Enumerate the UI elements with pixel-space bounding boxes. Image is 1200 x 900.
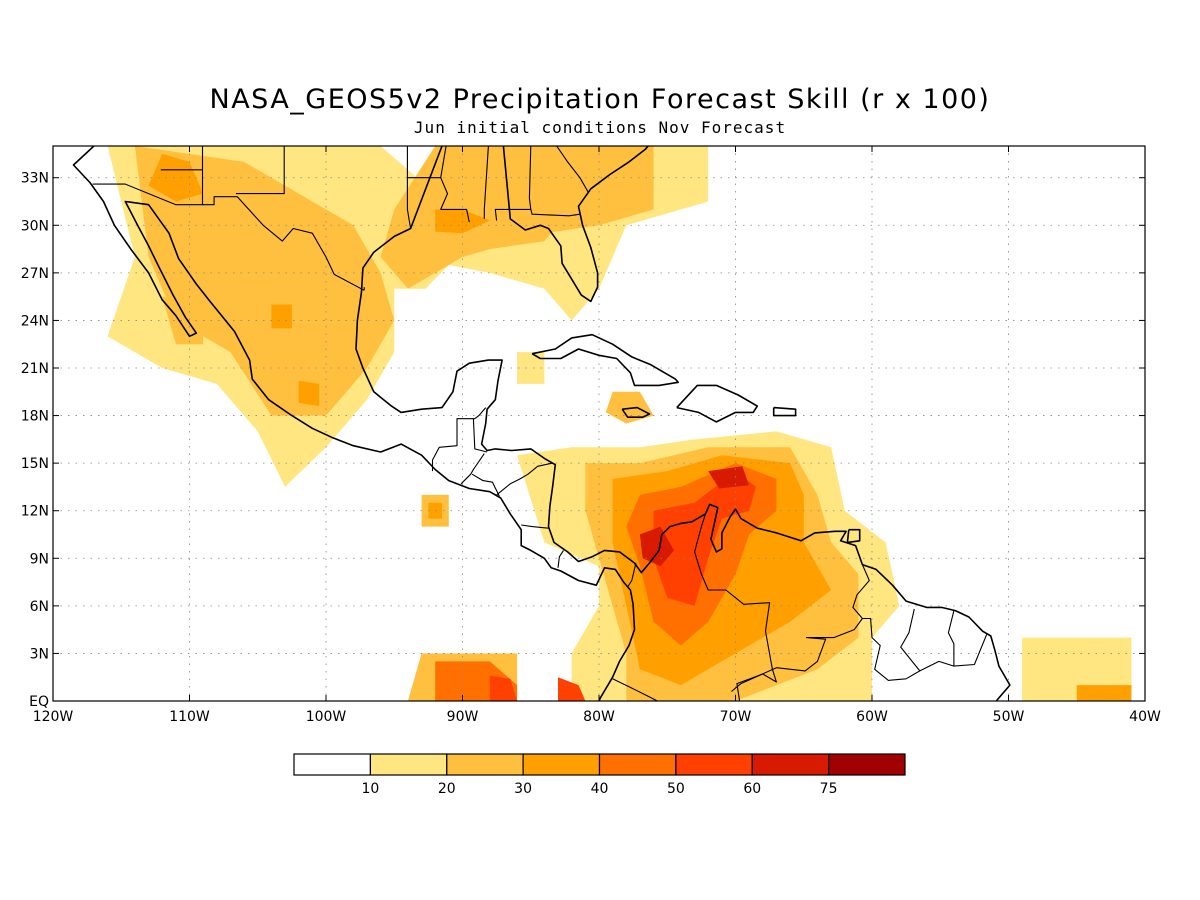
lat-label: 15N — [21, 456, 49, 472]
lat-label: EQ — [29, 694, 49, 710]
colorbar: 10 20 30 40 50 60 75 — [293, 753, 906, 797]
border-line — [947, 610, 988, 667]
colorbar-swatch — [751, 753, 830, 776]
lon-label: 120W — [33, 709, 74, 725]
lon-label: 50W — [993, 709, 1025, 725]
lon-label: 90W — [447, 709, 479, 725]
lon-label: 80W — [583, 709, 615, 725]
grid-lines — [53, 146, 1145, 701]
border-line — [556, 146, 589, 193]
chart-title: NASA_GEOS5v2 Precipitation Forecast Skil… — [209, 84, 991, 115]
lat-label: 3N — [30, 646, 49, 662]
coastlines-layer — [72, 146, 1011, 701]
skill-region — [1076, 685, 1132, 701]
colorbar-swatch — [369, 753, 448, 776]
coastline — [355, 146, 1011, 701]
border-line — [406, 146, 412, 229]
lat-label: 33N — [21, 171, 49, 187]
coastline — [72, 146, 636, 701]
colorbar-swatch — [827, 753, 906, 776]
coastline — [772, 406, 797, 417]
skill-region — [558, 677, 586, 701]
border-line — [460, 453, 485, 485]
colorbar-label: 40 — [591, 781, 609, 797]
colorbar-swatch — [598, 753, 677, 776]
coastline — [502, 146, 649, 303]
coastline — [531, 333, 680, 387]
border-line — [496, 462, 553, 496]
colorbar-label: 75 — [820, 781, 838, 797]
skill-region — [134, 146, 395, 416]
lon-label: 100W — [306, 709, 347, 725]
border-line — [440, 146, 470, 223]
chart-subtitle: Jun initial conditions Nov Forecast — [413, 118, 787, 137]
border-line — [235, 146, 285, 195]
coastline — [676, 384, 759, 423]
lat-label: 24N — [21, 313, 49, 329]
lon-label: 70W — [720, 709, 752, 725]
skill-region — [639, 526, 675, 567]
border-line — [483, 146, 489, 219]
colorbar-label: 10 — [361, 781, 379, 797]
colorbar-swatch — [446, 753, 524, 776]
lon-label: 110W — [169, 709, 210, 725]
border-line — [92, 183, 365, 291]
skill-region — [517, 352, 545, 384]
coastline — [621, 406, 651, 419]
colorbar-swatch — [293, 753, 372, 776]
lat-label: 12N — [21, 504, 49, 520]
skill-region — [148, 153, 204, 202]
colorbar-swatch — [522, 753, 601, 776]
border-line — [472, 418, 488, 453]
borders-layer — [92, 146, 988, 701]
skill-region — [708, 466, 750, 489]
skill-region — [162, 296, 204, 345]
border-line — [471, 473, 500, 497]
border-line — [731, 618, 863, 692]
border-line — [900, 608, 955, 672]
border-line — [694, 513, 777, 701]
skill-region — [653, 471, 756, 606]
lat-label: 18N — [21, 409, 49, 425]
lat-label: 30N — [21, 218, 49, 234]
colorbar-label: 20 — [438, 781, 456, 797]
missing-data-patch — [517, 645, 545, 701]
colorbar-label: 50 — [667, 781, 685, 797]
border-line — [431, 407, 487, 472]
border-line — [612, 678, 659, 701]
colorbar-swatch — [675, 753, 753, 776]
border-line — [530, 209, 580, 217]
lat-label: 9N — [30, 551, 49, 567]
lat-label: 27N — [21, 266, 49, 282]
skill-shading-layer — [107, 146, 1132, 701]
coastline — [846, 528, 861, 544]
lon-label: 60W — [856, 709, 888, 725]
colorbar-label: 60 — [743, 781, 761, 797]
lon-label: 40W — [1129, 709, 1161, 725]
border-line — [852, 564, 921, 681]
lat-label: 21N — [21, 361, 49, 377]
border-line — [521, 524, 549, 529]
skill-region — [271, 304, 292, 329]
border-line — [627, 562, 637, 588]
skill-region — [298, 380, 320, 407]
skill-region — [428, 502, 442, 519]
skill-region — [489, 675, 518, 701]
lat-label: 6N — [30, 599, 49, 615]
missing-data-patch — [394, 288, 463, 321]
colorbar-label: 30 — [514, 781, 532, 797]
border-line — [557, 550, 564, 568]
